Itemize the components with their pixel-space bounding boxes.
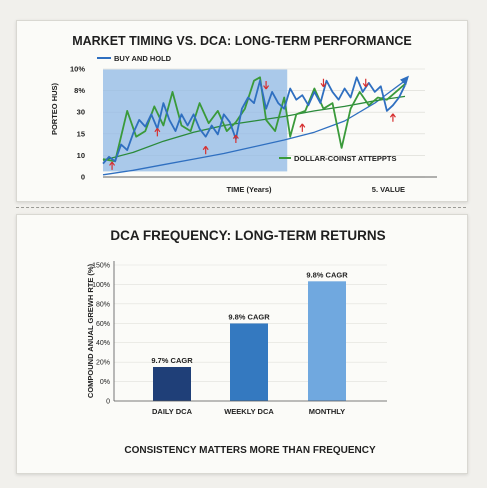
bottom-bars-group: 9.7% CAGR DAILY DCA 9.8% CAGR WEEKLY DCA 9.8…: [151, 270, 348, 416]
top-y-ticks: 10% 8% 30 15 10 0: [70, 65, 85, 182]
bottom-y-tick-label: 60%: [96, 321, 110, 328]
timing-marker-arrow: [389, 113, 396, 122]
dca-frequency-panel: DCA FREQUENCY: LONG-TERM RETURNS 150% 100…: [16, 214, 468, 474]
bar-category-label: MONTHLY: [309, 407, 345, 416]
bottom-y-tick-label: 100%: [92, 282, 110, 289]
market-timing-chart: MARKET TIMING VS. DCA: LONG-TERM PERFORM…: [50, 34, 437, 194]
bar-category-label: DAILY DCA: [152, 407, 193, 416]
dca-frequency-chart: DCA FREQUENCY: LONG-TERM RETURNS 150% 100…: [86, 228, 387, 456]
timing-marker-arrow: [154, 127, 161, 137]
top-y-tick-label: 10: [77, 151, 85, 160]
timing-marker-arrow: [299, 123, 306, 132]
top-series-group: [102, 75, 409, 176]
timing-marker-arrow: [362, 78, 369, 88]
trend-arrow-head: [400, 75, 409, 86]
bottom-y-tick-label: 150%: [92, 263, 110, 270]
bar-data-label: 9.7% CAGR: [151, 356, 193, 365]
bar-monthly: [308, 281, 346, 401]
section-divider: [16, 207, 466, 208]
legend-dca-label: DOLLAR-COINST ATTEPPTS: [294, 154, 397, 163]
bar-data-label: 9.8% CAGR: [306, 270, 348, 279]
timing-marker-arrow: [109, 161, 116, 170]
timing-marker-arrow: [232, 134, 239, 144]
series-line-0: [102, 76, 406, 165]
bar-weekly-dca: [230, 323, 268, 401]
dca-frequency-title: DCA FREQUENCY: LONG-TERM RETURNS: [110, 228, 385, 243]
legend-buy-and-hold: BUY AND HOLD: [97, 54, 172, 63]
footer-caption: CONSISTENCY MATTERS MORE THAN FREQUENCY: [124, 445, 376, 456]
market-timing-panel: MARKET TIMING VS. DCA: LONG-TERM PERFORM…: [16, 20, 468, 202]
bottom-y-ticks: 150% 100% 80% 60% 40% 20% 0% 0: [92, 263, 110, 406]
legend-dca: DOLLAR-COINST ATTEPPTS: [279, 154, 397, 163]
top-y-tick-label: 15: [77, 129, 85, 138]
top-y-tick-label: 10%: [70, 65, 85, 74]
legend-buy-and-hold-label: BUY AND HOLD: [114, 54, 172, 63]
series-line-2: [102, 95, 406, 161]
bottom-y-tick-label: 80%: [96, 301, 110, 308]
series-line-3: [102, 80, 406, 176]
bottom-y-tick-label: 40%: [96, 340, 110, 347]
top-y-tick-label: 0: [81, 173, 85, 182]
top-y-tick-label: 8%: [74, 86, 85, 95]
bottom-y-tick-label: 20%: [96, 360, 110, 367]
timing-marker-arrow: [202, 145, 209, 155]
timing-marker-arrow: [263, 81, 270, 90]
top-x-axis-right-label: 5. VALUE: [372, 185, 405, 194]
market-timing-title: MARKET TIMING VS. DCA: LONG-TERM PERFORM…: [72, 34, 412, 48]
top-x-axis-label: TIME (Years): [226, 185, 272, 194]
bar-data-label: 9.8% CAGR: [228, 312, 270, 321]
bottom-y-tick-label: 0%: [100, 379, 110, 386]
top-y-tick-label: 30: [77, 108, 85, 117]
bottom-y-axis-label: COMPOUND ANUAL GREWH RTE (%): [86, 263, 95, 398]
bar-daily-dca: [153, 367, 191, 401]
bar-category-label: WEEKLY DCA: [224, 407, 274, 416]
timing-marker-arrow: [320, 78, 327, 88]
bottom-y-tick-label: 0: [106, 399, 110, 406]
top-y-axis-label: PORTEO HUS): [50, 82, 59, 135]
top-markers-group: [109, 78, 396, 170]
